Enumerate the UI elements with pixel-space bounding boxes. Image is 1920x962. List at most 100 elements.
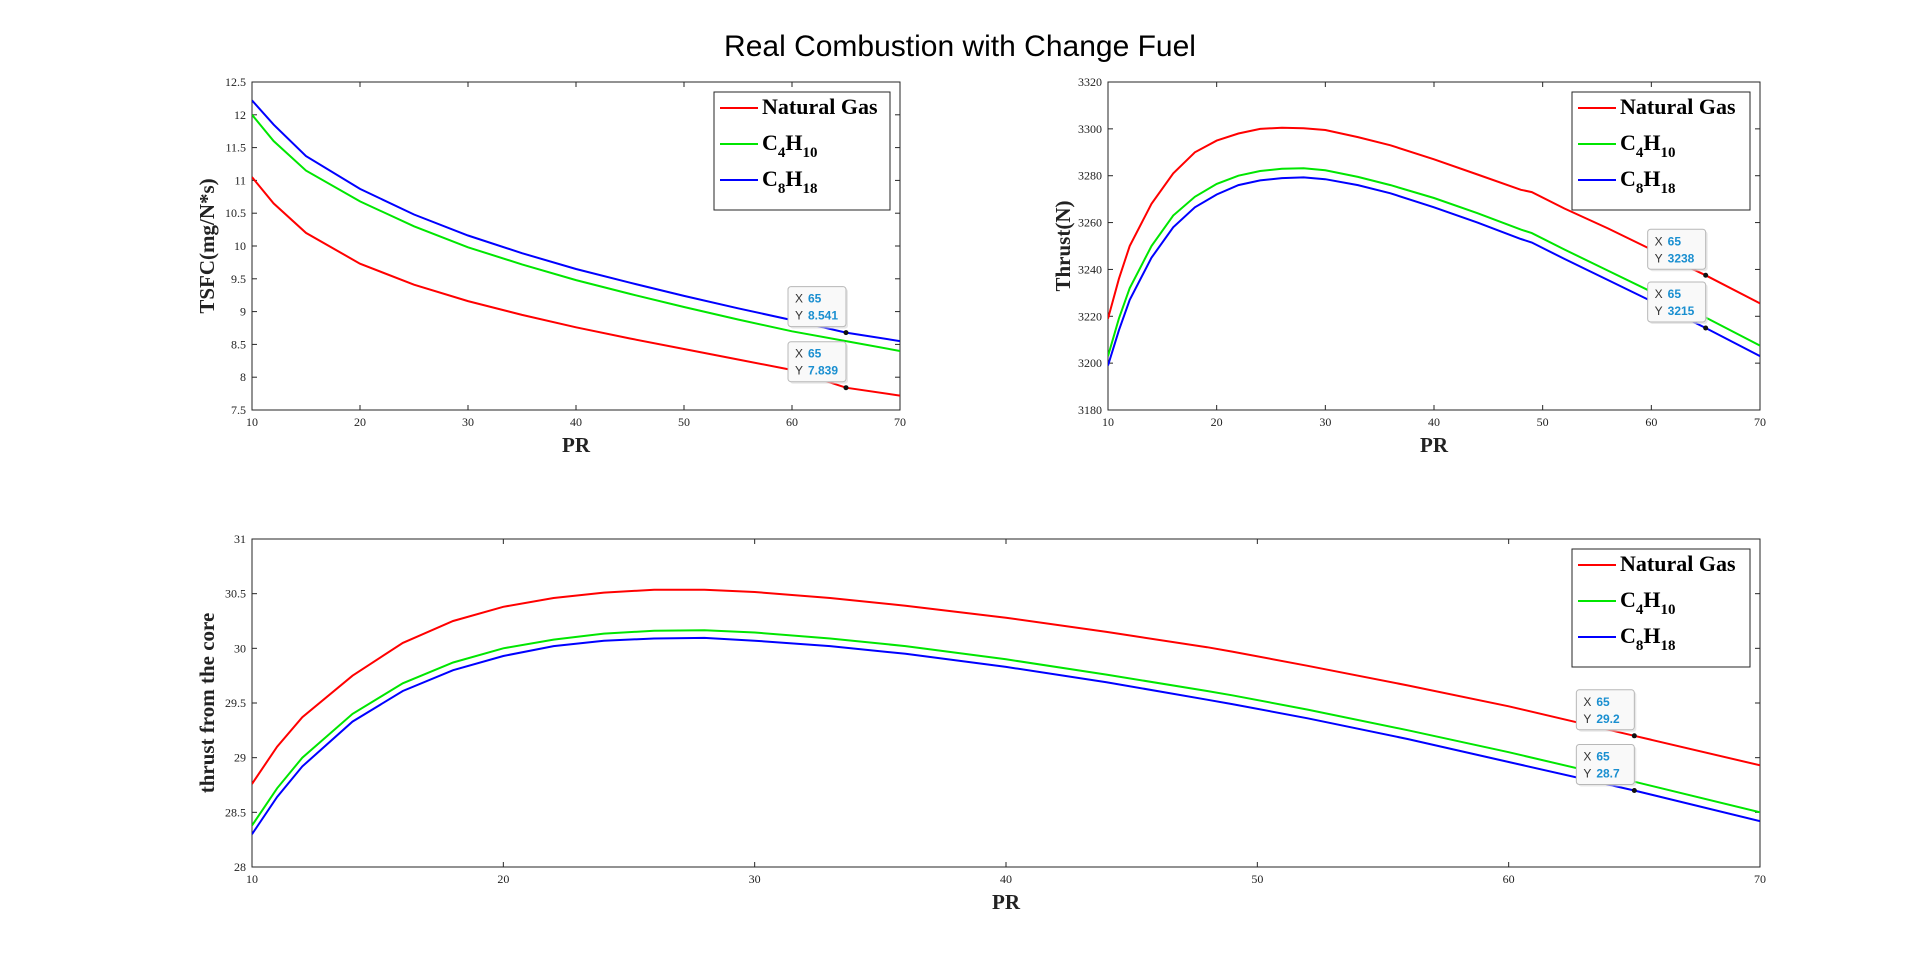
y-tick-label: 3260 xyxy=(1078,216,1102,230)
y-tick-label: 29.5 xyxy=(225,696,246,710)
x-axis-label: PR xyxy=(992,890,1021,914)
x-tick-label: 50 xyxy=(1537,415,1549,429)
x-axis-label: PR xyxy=(562,433,591,457)
datatip-box xyxy=(1575,743,1635,785)
legend-entry: Natural Gas xyxy=(762,94,878,119)
datatip-x-label: X xyxy=(1655,234,1663,248)
datatip-box xyxy=(787,341,847,383)
datatip-x-value: 65 xyxy=(1668,234,1682,248)
datatip-y-label: Y xyxy=(795,364,803,378)
x-tick-label: 10 xyxy=(246,415,258,429)
datatip: X 65 Y 29.2 xyxy=(1575,689,1637,732)
x-tick-label: 60 xyxy=(786,415,798,429)
datatip-box xyxy=(1647,281,1707,323)
y-tick-label: 9.5 xyxy=(231,272,246,286)
plots: 10 20 30 40 50 60 70 7.5 8 8.5 9 9.5 10 10.5 11 11.5 12 1… xyxy=(195,75,1766,914)
x-tick-label: 50 xyxy=(1251,872,1263,886)
datatip: X 65 Y 28.7 xyxy=(1575,743,1637,787)
datatip-x-value: 65 xyxy=(1668,287,1682,301)
x-axis-label: PR xyxy=(1420,433,1449,457)
datatip-x-label: X xyxy=(1583,695,1591,709)
x-tick-label: 40 xyxy=(1428,415,1440,429)
datatip-y-label: Y xyxy=(1583,712,1591,726)
y-tick-label: 3320 xyxy=(1078,75,1102,89)
y-tick-label: 28 xyxy=(234,860,246,874)
y-tick-label: 28.5 xyxy=(225,805,246,819)
legend-entry: C4H10 xyxy=(762,130,818,161)
datatip-y-label: Y xyxy=(1655,251,1663,265)
datatip-x-value: 65 xyxy=(1596,695,1610,709)
legend-box xyxy=(1571,548,1751,668)
datatip-marker xyxy=(1703,272,1709,278)
legend-entry: C8H18 xyxy=(1620,166,1676,197)
datatip: X 65 Y 3215 xyxy=(1647,281,1708,324)
y-tick-label: 12.5 xyxy=(225,75,246,89)
datatip-x-label: X xyxy=(1655,287,1663,301)
datatip-y-label: Y xyxy=(795,309,803,323)
x-tick-label: 70 xyxy=(1754,872,1766,886)
y-tick-label: 30.5 xyxy=(225,587,246,601)
x-tick-label: 50 xyxy=(678,415,690,429)
series-line-c4h10 xyxy=(1108,167,1760,357)
series-line-natural-gas xyxy=(252,588,1760,785)
x-tick-label: 70 xyxy=(1754,415,1766,429)
y-tick-label: 3220 xyxy=(1078,309,1102,323)
chart-tsfc: 10 20 30 40 50 60 70 7.5 8 8.5 9 9.5 10 10.5 11 11.5 12 1… xyxy=(195,75,906,457)
y-tick-label: 3200 xyxy=(1078,356,1102,370)
x-tick-label: 10 xyxy=(1102,415,1114,429)
y-tick-label: 10 xyxy=(234,239,246,253)
datatip-y-value: 3215 xyxy=(1668,304,1695,318)
series-line-c8h18 xyxy=(252,99,900,343)
x-tick-label: 40 xyxy=(1000,872,1012,886)
datatip-x-value: 65 xyxy=(808,347,822,361)
x-tick-label: 30 xyxy=(462,415,474,429)
y-tick-label: 3300 xyxy=(1078,122,1102,136)
y-axis-label: TSFC(mg/N*s) xyxy=(195,178,219,313)
y-tick-label: 3280 xyxy=(1078,169,1102,183)
chart-thrust: 10 20 30 40 50 60 70 3180 3200 3220 3240 3260 3280 33… xyxy=(1051,75,1766,457)
series-line-c8h18 xyxy=(252,636,1760,835)
x-tick-label: 20 xyxy=(354,415,366,429)
y-tick-label: 9 xyxy=(240,305,246,319)
chart-core: 10 20 30 40 50 60 70 28 28.5 29 29.5 30 30.5 31 PR thru… xyxy=(195,532,1766,914)
datatip-y-value: 7.839 xyxy=(808,364,838,378)
y-tick-label: 7.5 xyxy=(231,403,246,417)
legend-entry: C4H10 xyxy=(1620,587,1676,618)
legend-box xyxy=(713,91,891,211)
x-tick-label: 20 xyxy=(497,872,509,886)
datatip-y-value: 8.541 xyxy=(808,309,838,323)
x-tick-label: 40 xyxy=(570,415,582,429)
legend-entry: Natural Gas xyxy=(1620,94,1736,119)
datatip-marker xyxy=(843,330,849,336)
datatip: X 65 Y 7.839 xyxy=(787,341,848,384)
datatip-marker xyxy=(1703,325,1709,331)
y-tick-label: 8 xyxy=(240,370,246,384)
legend-entry: C8H18 xyxy=(1620,623,1676,654)
datatip-marker xyxy=(1631,733,1637,739)
y-tick-label: 8.5 xyxy=(231,337,246,351)
datatip-y-label: Y xyxy=(1655,304,1663,318)
datatip-box xyxy=(787,286,847,328)
x-tick-label: 20 xyxy=(1211,415,1223,429)
series-line-natural-gas xyxy=(1108,126,1760,319)
y-tick-label: 29 xyxy=(234,751,246,765)
x-tick-label: 10 xyxy=(246,872,258,886)
x-tick-label: 30 xyxy=(1319,415,1331,429)
series-line-c4h10 xyxy=(252,114,900,352)
legend: Natural Gas C4H10 C8H18 xyxy=(713,91,891,211)
y-tick-label: 31 xyxy=(234,532,246,546)
x-tick-label: 30 xyxy=(749,872,761,886)
y-tick-label: 11.5 xyxy=(225,141,246,155)
series-line-c8h18 xyxy=(1108,176,1760,366)
figure-title: Real Combustion with Change Fuel xyxy=(724,30,1196,63)
legend-entry: C8H18 xyxy=(762,166,818,197)
datatip-y-value: 29.2 xyxy=(1596,712,1620,726)
x-tick-label: 60 xyxy=(1503,872,1515,886)
y-tick-label: 30 xyxy=(234,641,246,655)
legend: Natural Gas C4H10 C8H18 xyxy=(1571,91,1751,211)
y-tick-label: 10.5 xyxy=(225,206,246,220)
y-tick-label: 3180 xyxy=(1078,403,1102,417)
y-tick-label: 3240 xyxy=(1078,262,1102,276)
datatip-marker xyxy=(1631,787,1637,793)
